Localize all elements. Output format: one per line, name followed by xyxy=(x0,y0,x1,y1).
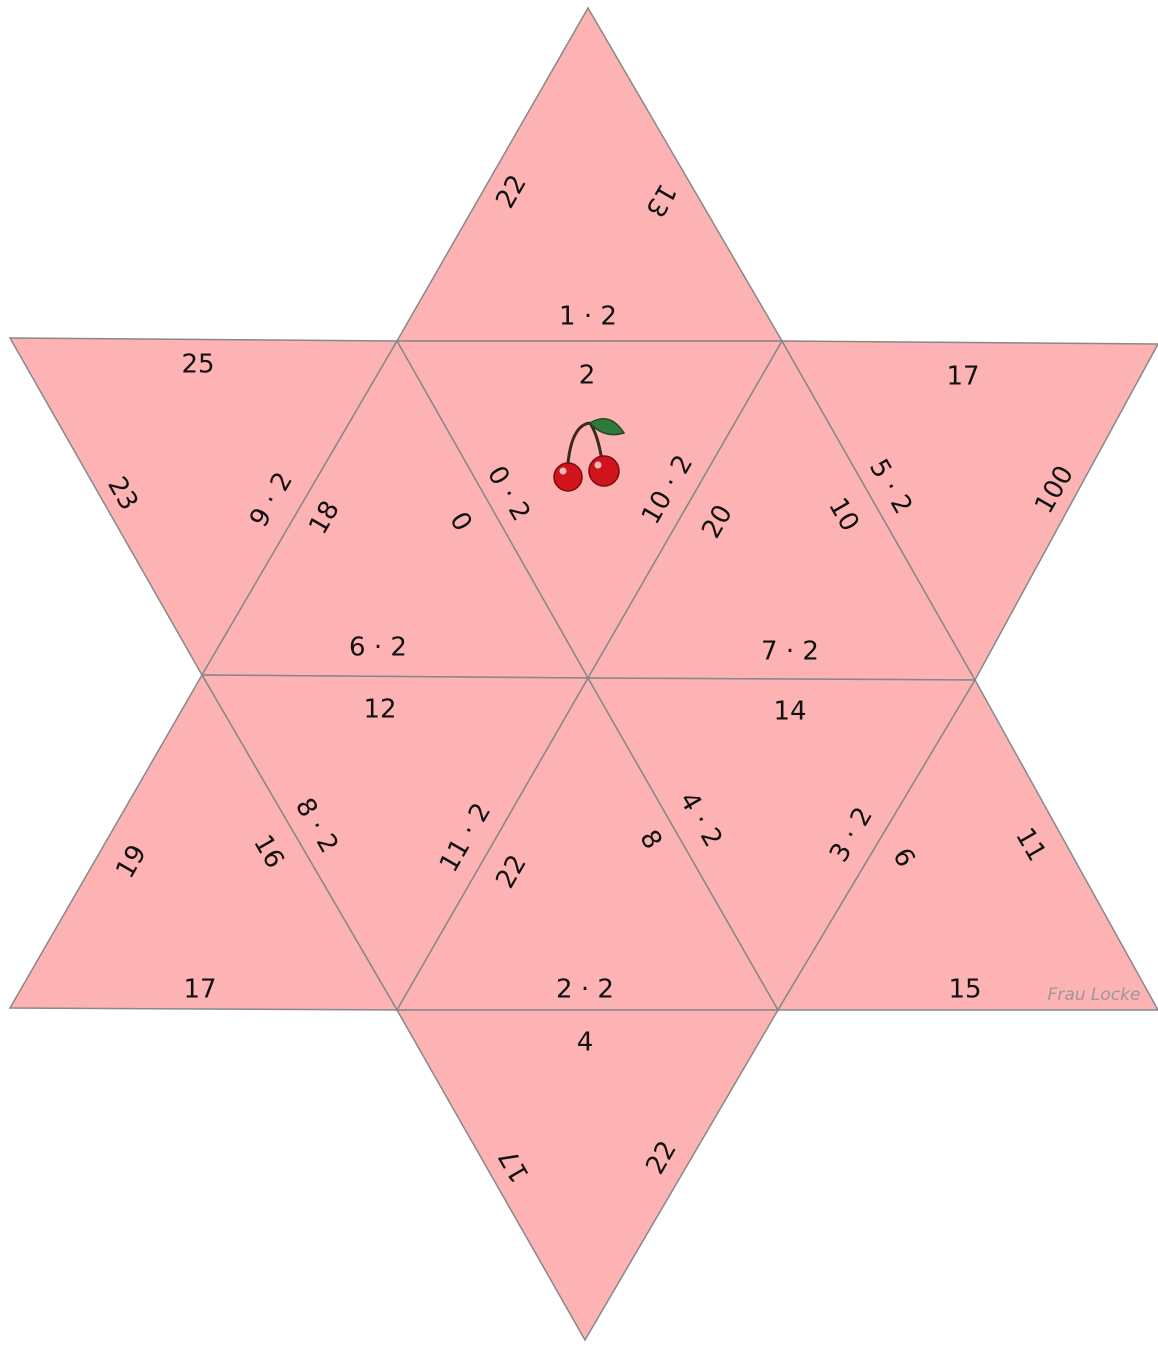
star-puzzle: 22131 · 220 · 210 · 225239 · 21806 · 220… xyxy=(0,0,1158,1346)
piece-label: 2 · 2 xyxy=(556,975,614,1005)
piece-label: 2 xyxy=(579,361,596,391)
triangle xyxy=(397,1010,778,1340)
piece-label: 17 xyxy=(946,362,979,392)
piece-label: 17 xyxy=(183,975,216,1005)
piece-label: 1 · 2 xyxy=(559,302,617,332)
piece-label: 12 xyxy=(363,695,396,725)
piece-label: 4 xyxy=(577,1028,594,1058)
piece-label: 14 xyxy=(773,697,806,727)
piece-label: 7 · 2 xyxy=(761,637,819,667)
triangle xyxy=(397,8,782,341)
watermark: Frau Locke xyxy=(1048,985,1141,1005)
triangles xyxy=(10,8,1158,1340)
piece-label: 6 · 2 xyxy=(349,633,407,663)
piece-label: 15 xyxy=(948,975,981,1005)
piece-label: 25 xyxy=(181,350,214,380)
